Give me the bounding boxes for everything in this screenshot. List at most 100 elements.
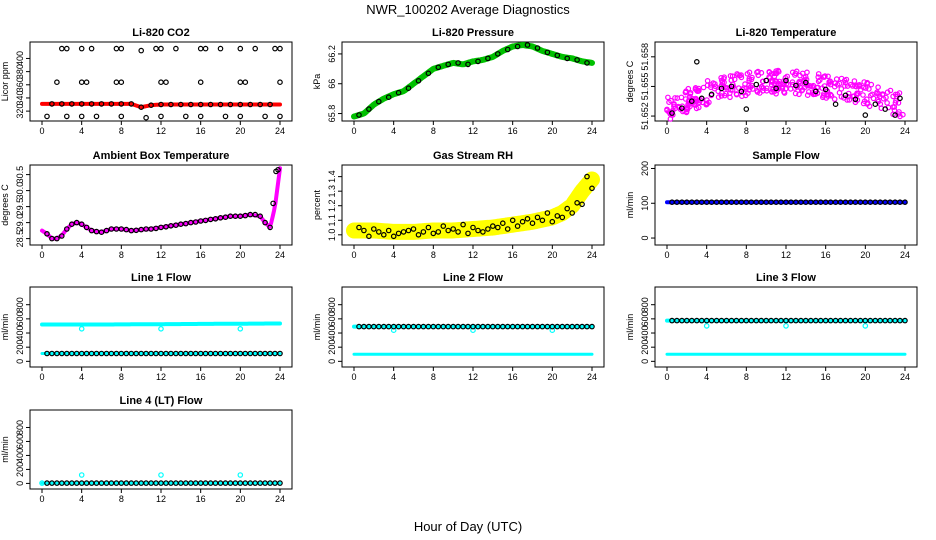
data-point (168, 101, 174, 108)
cloud-point (838, 75, 845, 82)
series-band-band (351, 42, 595, 120)
data-point (435, 64, 442, 71)
data-point (485, 55, 491, 62)
data-point (83, 224, 90, 231)
data-point (78, 45, 85, 52)
data-point (158, 113, 164, 120)
x-tick-label: 0 (664, 250, 669, 260)
y-axis-label: ml/min (625, 314, 635, 341)
data-point (44, 113, 50, 120)
data-point (197, 79, 204, 86)
data-point (78, 472, 85, 478)
y-tick-label: 28.5 (15, 230, 25, 248)
data-point (465, 323, 471, 330)
x-tick-label: 16 (196, 494, 206, 504)
x-tick-label: 12 (781, 126, 791, 136)
data-point (197, 113, 204, 120)
data-point (168, 350, 174, 357)
data-point (153, 225, 159, 232)
data-point (415, 78, 422, 84)
data-point (192, 219, 199, 225)
data-point (405, 323, 412, 330)
data-point (237, 472, 244, 478)
cloud-point (727, 73, 734, 79)
y-axis-label: degrees C (625, 60, 635, 102)
cloud-point (704, 78, 711, 84)
x-tick-label: 4 (79, 494, 84, 504)
data-point (237, 79, 244, 86)
data-point (212, 350, 219, 357)
cloud-point (772, 78, 779, 84)
cloud-point (746, 69, 753, 76)
x-tick-label: 24 (587, 250, 597, 260)
data-point (237, 113, 244, 120)
data-point (257, 213, 264, 220)
x-tick-label: 16 (821, 126, 831, 136)
x-tick-label: 16 (821, 250, 831, 260)
data-point (902, 199, 908, 206)
data-point (410, 323, 417, 330)
data-point (802, 79, 809, 86)
x-tick-label: 24 (900, 126, 910, 136)
cloud-point (693, 105, 700, 112)
data-point (123, 226, 130, 233)
plot-frame (341, 41, 605, 122)
x-tick-label: 0 (351, 250, 356, 260)
data-point (277, 79, 283, 86)
cloud-point (715, 94, 722, 100)
x-tick-label: 0 (39, 250, 44, 260)
data-point (277, 113, 283, 120)
y-tick-label: 400 (15, 51, 25, 66)
data-point (202, 45, 209, 52)
cloud-point (863, 96, 870, 103)
data-point (118, 45, 125, 52)
cloud-point (758, 84, 765, 90)
data-point (534, 45, 541, 51)
cloud-point (825, 73, 831, 80)
data-point (430, 230, 437, 237)
x-tick-label: 16 (508, 126, 518, 136)
data-point (430, 323, 437, 330)
y-axis-label: ml/min (312, 314, 322, 341)
cloud-point (801, 74, 807, 81)
data-point (366, 106, 372, 112)
cloud-point (875, 84, 881, 91)
data-point (494, 51, 501, 57)
data-point (504, 46, 511, 53)
data-point (872, 101, 879, 108)
cloud-point (721, 92, 728, 99)
data-point (445, 227, 452, 234)
cloud-point (708, 82, 714, 88)
x-tick-label: 4 (79, 372, 84, 382)
x-tick-label: 24 (587, 372, 597, 382)
cloud-point (804, 92, 811, 99)
data-point (197, 45, 204, 52)
data-point (103, 227, 110, 234)
y-tick-label: 200 (327, 340, 337, 355)
data-point (54, 79, 60, 86)
x-tick-label: 4 (79, 126, 84, 136)
data-point (83, 79, 90, 86)
x-tick-label: 0 (39, 494, 44, 504)
panel-title: Sample Flow (752, 150, 820, 162)
y-tick-label: 600 (640, 311, 650, 326)
data-point (158, 480, 164, 486)
x-tick-label: 4 (391, 372, 396, 382)
data-point (361, 323, 367, 330)
cloud-point (776, 78, 783, 85)
cloud-point (884, 89, 891, 96)
x-tick-label: 4 (704, 250, 709, 260)
panel-line3: Line 3 Flow ml/min 0 4 8 12 16 20 24 0 20040060080… (625, 272, 918, 382)
data-point (738, 88, 745, 95)
x-tick-label: 24 (275, 372, 285, 382)
data-point (783, 323, 789, 329)
y-tick-label: 1.3 (327, 185, 337, 198)
data-point (728, 83, 735, 90)
x-tick-label: 0 (664, 372, 669, 382)
cloud-point (670, 107, 676, 114)
x-tick-label: 16 (196, 372, 206, 382)
x-tick-label: 12 (156, 372, 166, 382)
data-point (395, 89, 402, 96)
data-point (78, 113, 85, 120)
x-tick-label: 8 (744, 372, 749, 382)
